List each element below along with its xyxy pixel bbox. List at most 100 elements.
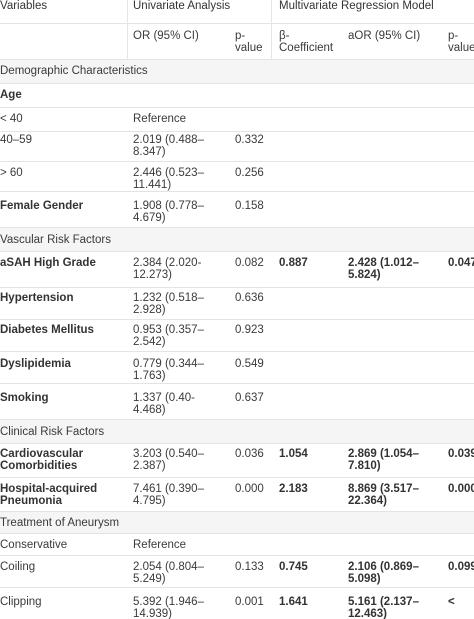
p2-value: 0.000 (448, 483, 474, 495)
table-row-diabetes: Diabetes Mellitus 0.953 (0.357– 2.542) 0… (0, 320, 474, 352)
p-value: 0.332 (235, 134, 264, 146)
or-value-line1: 1.232 (0.518– (133, 292, 204, 304)
p-value: 0.637 (235, 392, 264, 404)
row-label: 40–59 (0, 134, 32, 146)
row-label: < 40 (0, 113, 23, 125)
header-p-value-2-line2: value (448, 42, 474, 54)
row-label: Female Gender (0, 200, 84, 212)
row-label-line2: Pneumonia (0, 495, 62, 507)
aor-value-line1: 2.428 (1.012– (348, 257, 419, 269)
aor-value-line2: 7.810) (348, 460, 381, 472)
header-divider-1 (127, 0, 128, 60)
or-value: Reference (133, 113, 187, 125)
row-label: aSAH High Grade (0, 257, 96, 269)
table-row-asah-high-grade: aSAH High Grade 2.384 (2.020- 12.273) 0.… (0, 252, 474, 288)
row-label: > 60 (0, 167, 23, 179)
table-row-hypertension: Hypertension 1.232 (0.518– 2.928) 0.636 (0, 288, 474, 320)
or-value: Reference (133, 539, 187, 551)
row-label-line2: Comorbidities (0, 460, 78, 472)
aor-value-line2: 22.364) (348, 495, 388, 507)
or-value-line1: 0.779 (0.344– (133, 358, 204, 370)
table-row-dyslipidemia: Dyslipidemia 0.779 (0.344– 1.763) 0.549 (0, 352, 474, 384)
or-value-line2: 2.542) (133, 336, 166, 348)
aor-value-line1: 2.869 (1.054– (348, 448, 419, 460)
or-value-line1: 3.203 (0.540– (133, 448, 204, 460)
table-row-coiling: Coiling 2.054 (0.804– 5.249) 0.133 0.745… (0, 556, 474, 588)
or-value-line1: 5.392 (1.946– (133, 596, 204, 608)
or-value-line1: 2.019 (0.488– (133, 134, 204, 146)
p-value: 0.549 (235, 358, 264, 370)
aor-value-line1: 8.869 (3.517– (348, 483, 419, 495)
or-value-line2: 14.939) (133, 608, 173, 619)
header-multivariate: Multivariate Regression Model (279, 0, 434, 12)
p-value: 0.636 (235, 292, 264, 304)
table-row-age-lt40: < 40 Reference (0, 108, 474, 132)
or-value-line1: 1.908 (0.778– (133, 200, 204, 212)
or-value-line2: 12.273) (133, 269, 173, 281)
header-row-groups: Variables Univariate Analysis Multivaria… (0, 0, 474, 24)
or-value-line2: 1.763) (133, 370, 166, 382)
header-p-value-2-line1: p- (448, 30, 459, 42)
p2-value: 0.047 (448, 257, 474, 269)
aor-value-line1: 5.161 (2.137– (348, 596, 419, 608)
beta-value: 1.054 (279, 448, 308, 460)
p2-value: 0.099 (448, 561, 474, 573)
or-value-line2: 5.249) (133, 573, 166, 585)
header-row-columns: OR (95% CI) p- value β- Coefficient aOR … (0, 24, 474, 60)
p-value: 0.256 (235, 167, 264, 179)
or-value-line2: 8.347) (133, 146, 166, 158)
section-label: Vascular Risk Factors (0, 234, 111, 246)
header-beta-line2: Coefficient (279, 42, 334, 54)
section-label: Clinical Risk Factors (0, 426, 105, 438)
p-value: 0.001 (235, 596, 264, 608)
or-value-line1: 2.384 (2.020- (133, 257, 202, 269)
or-value-line2: 2.387) (133, 460, 166, 472)
beta-value: 0.887 (279, 257, 308, 269)
section-clinical: Clinical Risk Factors (0, 420, 474, 444)
p2-value: 0.039 (448, 448, 474, 460)
or-value-line2: 4.468) (133, 404, 166, 416)
header-beta-line1: β- (279, 30, 290, 42)
or-value-line2: 2.928) (133, 304, 166, 316)
table-row-clipping: Clipping 5.392 (1.946– 14.939) 0.001 1.6… (0, 588, 474, 619)
or-value-line1: 2.054 (0.804– (133, 561, 204, 573)
aor-value-line2: 5.098) (348, 573, 381, 585)
section-label: Treatment of Aneurysm (0, 517, 120, 529)
section-treatment: Treatment of Aneurysm (0, 512, 474, 534)
table-row-cardiovascular: Cardiovascular Comorbidities 3.203 (0.54… (0, 444, 474, 478)
section-vascular: Vascular Risk Factors (0, 228, 474, 252)
row-label: Coiling (0, 561, 36, 573)
row-label: Hypertension (0, 292, 74, 304)
header-p-value-1-line1: p- (235, 30, 246, 42)
aor-value-line2: 12.463) (348, 608, 388, 619)
row-label: Diabetes Mellitus (0, 324, 94, 336)
header-or: OR (95% CI) (133, 30, 199, 42)
p-value: 0.133 (235, 561, 264, 573)
table-row-age-40-59: 40–59 2.019 (0.488– 8.347) 0.332 (0, 132, 474, 162)
or-value-line1: 2.446 (0.523– (133, 167, 204, 179)
row-label: Smoking (0, 392, 49, 404)
or-value-line2: 4.795) (133, 495, 166, 507)
section-label: Demographic Characteristics (0, 65, 148, 77)
p2-value: < (448, 596, 455, 608)
row-label-line1: Hospital-acquired (0, 483, 98, 495)
p-value: 0.036 (235, 448, 264, 460)
p-value: 0.923 (235, 324, 264, 336)
table-row-age-gt60: > 60 2.446 (0.523– 11.441) 0.256 (0, 162, 474, 192)
or-value-line2: 11.441) (133, 179, 172, 191)
or-value-line2: 4.679) (133, 212, 166, 224)
beta-value: 0.745 (279, 561, 308, 573)
aor-value-line2: 5.824) (348, 269, 381, 281)
table-row-age: Age (0, 84, 474, 108)
table-row-conservative: Conservative Reference (0, 534, 474, 556)
or-value-line1: 1.337 (0.40- (133, 392, 196, 404)
row-label: Age (0, 89, 22, 101)
table-row-female-gender: Female Gender 1.908 (0.778– 4.679) 0.158 (0, 192, 474, 228)
or-value-line1: 0.953 (0.357– (133, 324, 204, 336)
beta-value: 1.641 (279, 596, 308, 608)
header-aor: aOR (95% CI) (348, 30, 421, 42)
header-p-value-1-line2: value (235, 42, 263, 54)
aor-value-line1: 2.106 (0.869– (348, 561, 419, 573)
p-value: 0.158 (235, 200, 264, 212)
